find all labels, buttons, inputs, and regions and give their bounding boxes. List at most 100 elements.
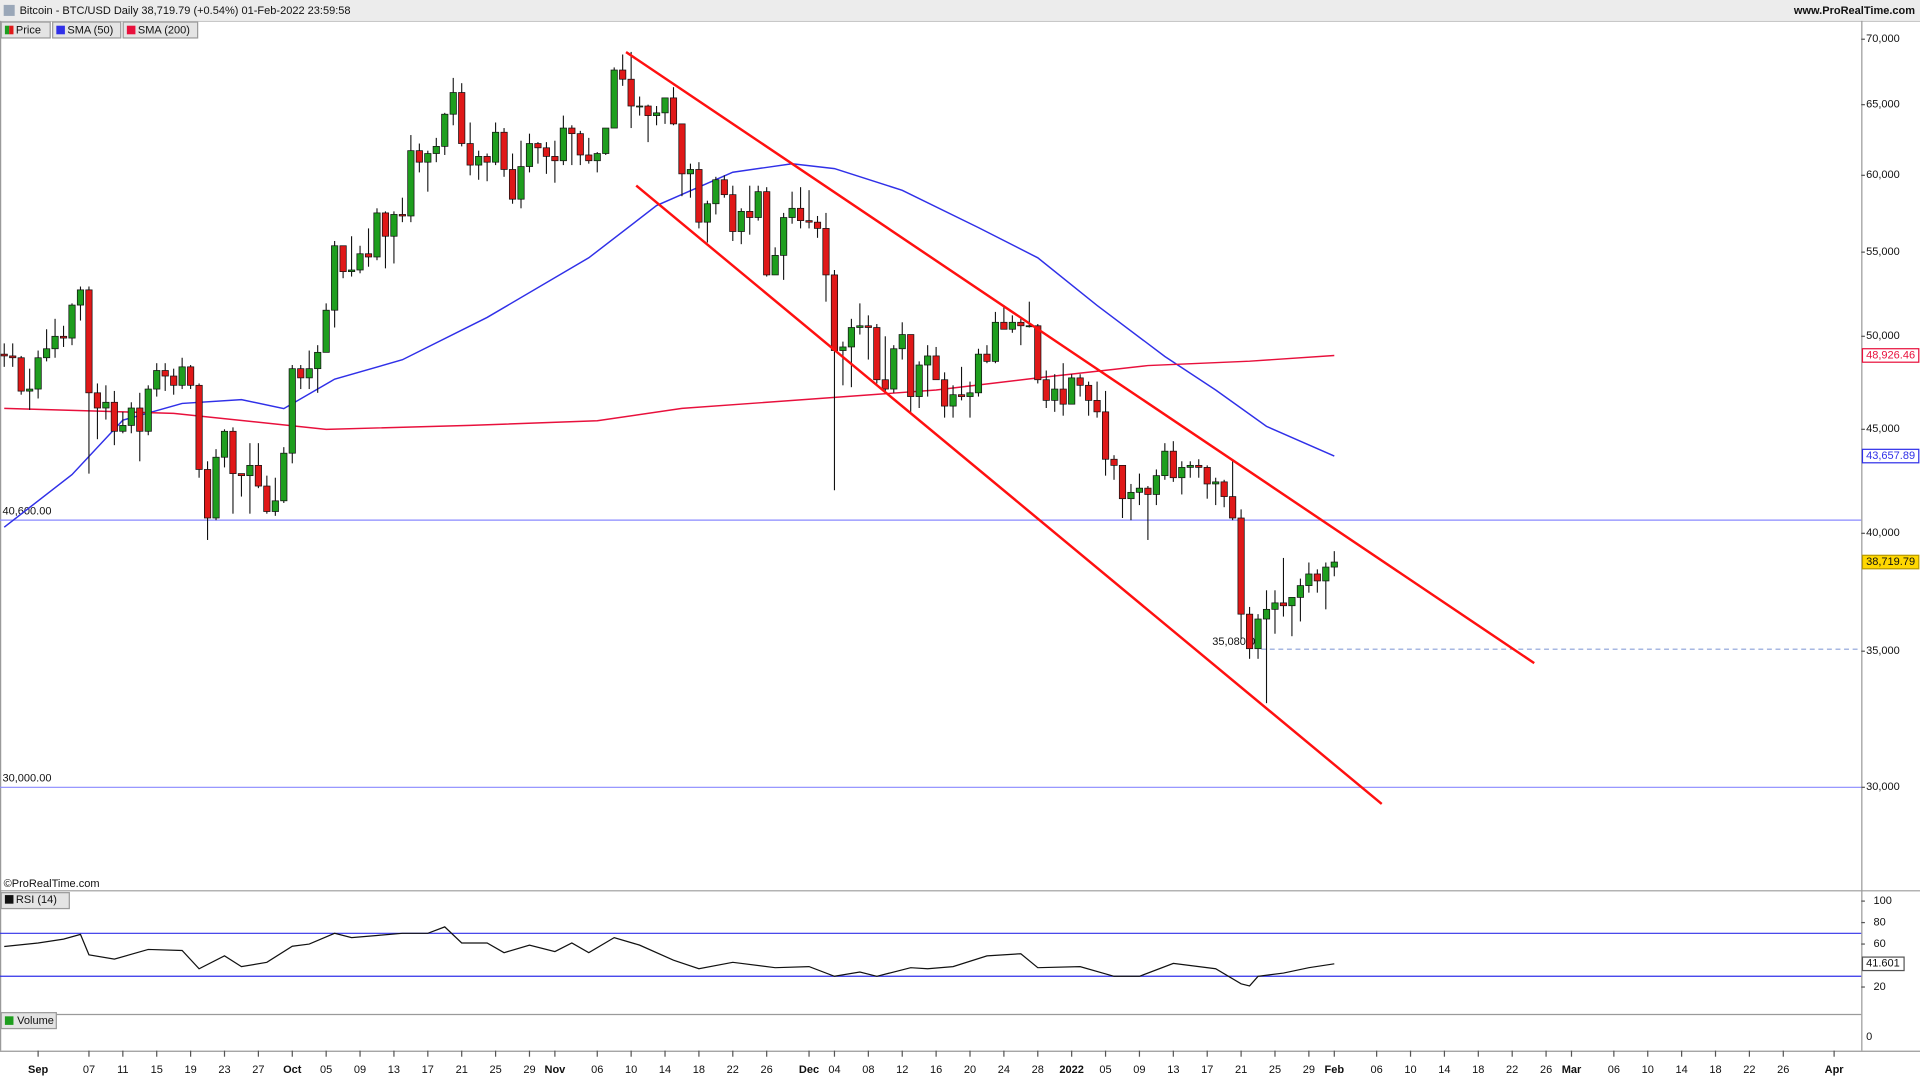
candle-body — [17, 357, 25, 392]
candle-body — [780, 217, 788, 256]
legend-swatch — [126, 25, 136, 35]
candle-body — [898, 334, 906, 350]
x-tick-label: 24 — [998, 1064, 1010, 1076]
x-tick-label: 27 — [252, 1064, 264, 1076]
candle-body — [890, 348, 898, 390]
candle-body — [805, 220, 813, 223]
y-tick-label: 80 — [1873, 916, 1885, 928]
sma-line — [4, 354, 1335, 431]
legend-swatch — [4, 1016, 14, 1025]
candle-body — [424, 153, 432, 163]
x-tick-label: 25 — [1269, 1064, 1281, 1076]
candle-body — [873, 327, 881, 381]
candle-body — [593, 153, 601, 162]
candle-body — [500, 131, 508, 170]
legend-label: SMA (50) — [67, 25, 113, 37]
candle-body — [110, 401, 118, 432]
candle-body — [661, 97, 669, 114]
x-tick-label: 12 — [896, 1064, 908, 1076]
candle-body — [254, 464, 262, 487]
x-tick-label: 26 — [1777, 1064, 1789, 1076]
candle-body — [754, 191, 762, 218]
x-tick-label: Apr — [1825, 1064, 1845, 1076]
candle-body — [974, 353, 983, 394]
candle-body — [449, 92, 457, 115]
last-value-box — [1861, 448, 1920, 464]
x-tick-label: 2022 — [1059, 1064, 1084, 1076]
y-tick-label: 20 — [1873, 981, 1885, 993]
candle-body — [381, 212, 390, 237]
rsi-line — [4, 926, 1335, 987]
candle-body — [1085, 384, 1093, 401]
x-tick-label: 09 — [1133, 1064, 1145, 1076]
candle-body — [1212, 481, 1220, 485]
x-tick-label: 28 — [1032, 1064, 1044, 1076]
candle-body — [813, 221, 822, 229]
header-bar — [0, 0, 1920, 21]
candle-body — [669, 97, 678, 125]
x-tick-label: 29 — [1303, 1064, 1315, 1076]
x-tick-label: 10 — [1404, 1064, 1416, 1076]
x-tick-label: 17 — [422, 1064, 434, 1076]
y-tick-label: 100 — [1873, 895, 1891, 907]
candle-body — [178, 366, 186, 386]
x-tick-label: 05 — [320, 1064, 332, 1076]
candle-body — [585, 154, 593, 162]
candle-body — [1093, 400, 1101, 413]
candle-body — [915, 364, 923, 397]
candle-body — [881, 379, 889, 390]
x-tick-label: 22 — [727, 1064, 739, 1076]
candle-body — [466, 143, 474, 166]
x-tick-label: 20 — [964, 1064, 976, 1076]
y-tick-label: 50,000 — [1866, 330, 1900, 342]
candle-body — [76, 289, 85, 306]
x-tick-label: 18 — [693, 1064, 705, 1076]
x-tick-label: 14 — [659, 1064, 671, 1076]
y-tick-label: 55,000 — [1866, 246, 1900, 258]
candle-body — [797, 207, 805, 221]
x-tick-label: Sep — [28, 1064, 48, 1076]
x-tick-label: 09 — [354, 1064, 366, 1076]
candle-body — [102, 401, 110, 409]
candle-body — [957, 394, 966, 397]
x-tick-label: 22 — [1743, 1064, 1755, 1076]
last-price-box — [1861, 554, 1920, 570]
candle-body — [653, 112, 661, 116]
candle-body — [271, 500, 279, 512]
candle-body — [415, 150, 423, 163]
candle-body — [68, 304, 76, 339]
candle-body — [263, 485, 271, 512]
x-tick-label: 06 — [591, 1064, 603, 1076]
candle-body — [1059, 388, 1067, 405]
x-tick-label: Dec — [799, 1064, 819, 1076]
candle-body — [1288, 597, 1296, 607]
x-tick-label: 17 — [1201, 1064, 1213, 1076]
x-tick-label: 10 — [625, 1064, 637, 1076]
x-tick-label: 16 — [930, 1064, 942, 1076]
x-tick-label: Nov — [544, 1064, 566, 1076]
candle-body — [737, 211, 745, 232]
candle-body — [517, 166, 525, 200]
candle-body — [839, 346, 847, 351]
candle-body — [51, 335, 59, 350]
legend-label: Price — [16, 25, 41, 37]
candle-body — [703, 203, 711, 223]
y-tick-label: 45,000 — [1866, 423, 1900, 435]
last-value-label: 41.601 — [1866, 958, 1900, 970]
candle-body — [636, 105, 644, 108]
candle-body — [0, 353, 8, 357]
candle-body — [847, 327, 855, 348]
candle-body — [695, 169, 703, 223]
candle-body — [144, 388, 152, 432]
y-tick-label: 60,000 — [1866, 169, 1900, 181]
candle-body — [93, 392, 101, 409]
candle-body — [441, 113, 449, 147]
candle-body — [983, 353, 991, 362]
legend-swatch — [4, 25, 10, 35]
x-tick-label: 14 — [1675, 1064, 1687, 1076]
candle-body — [246, 464, 254, 477]
candle-body — [729, 194, 737, 232]
